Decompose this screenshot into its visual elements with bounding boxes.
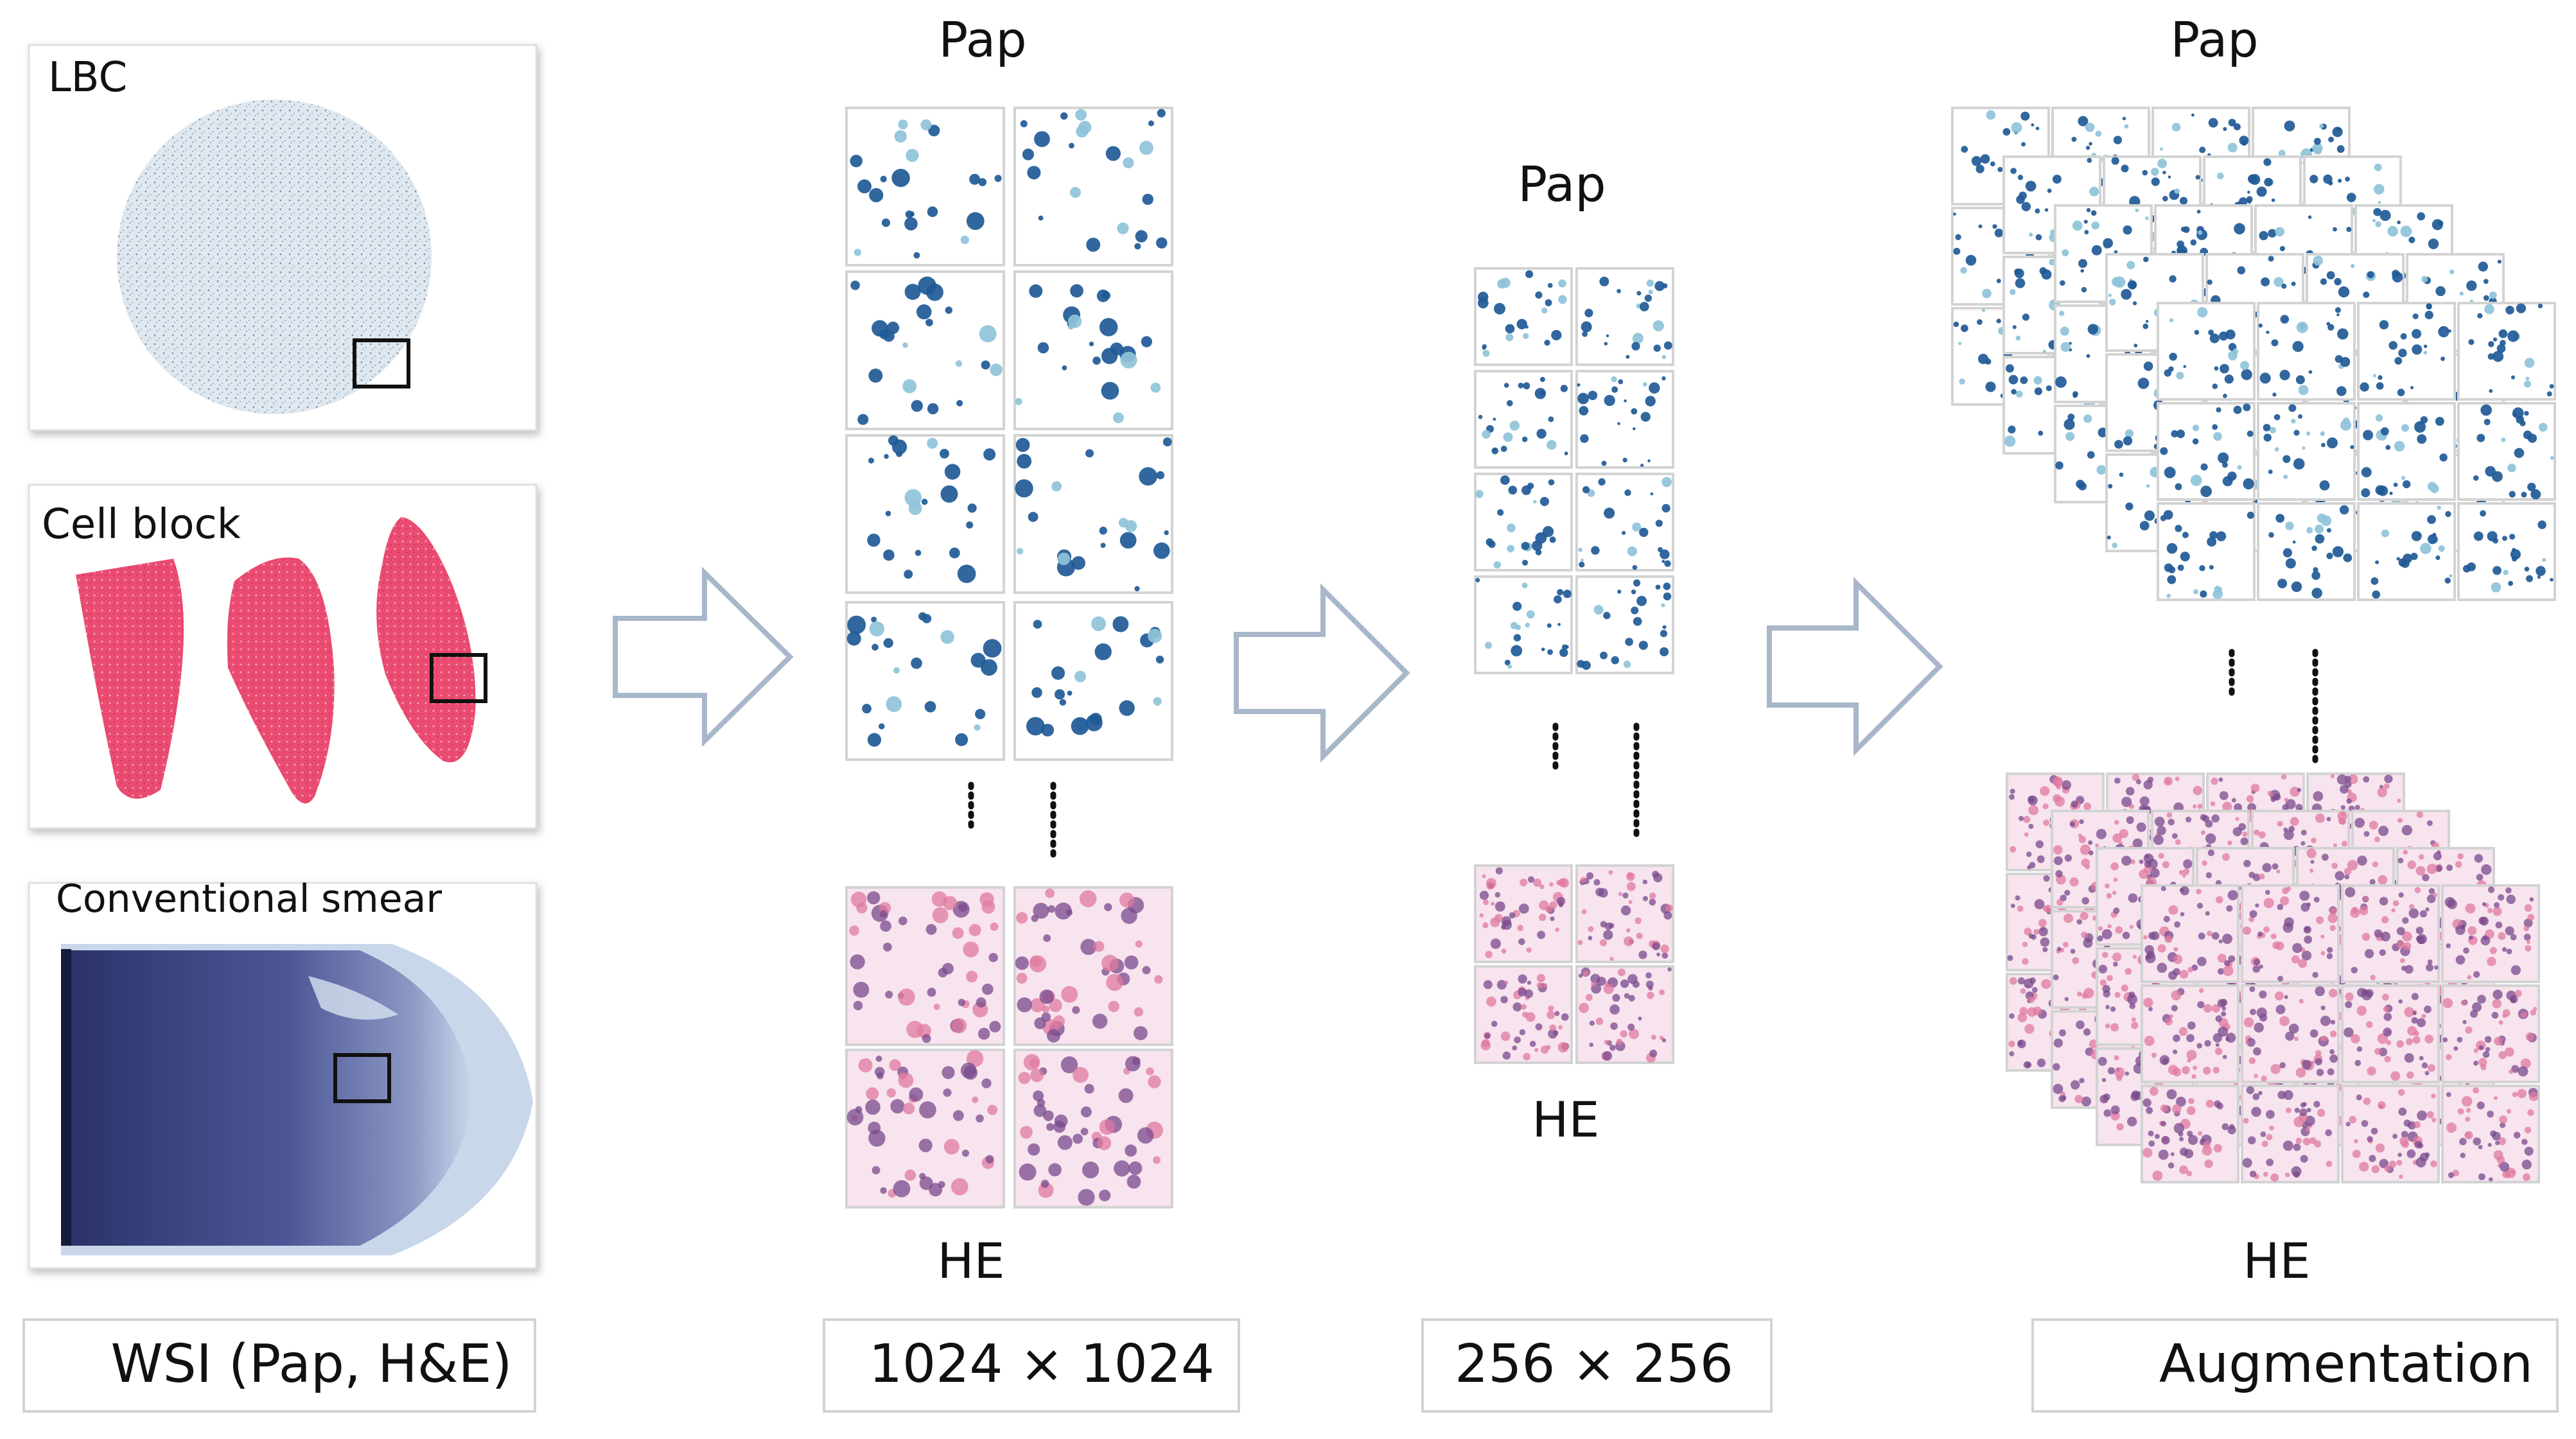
cell-block-label: Cell block [42, 501, 241, 548]
aug-he-tile-40 [2441, 884, 2540, 983]
he-tile-1024-3 [845, 1049, 1005, 1208]
caption-1024-text: 1024 × 1024 [869, 1334, 1214, 1395]
aug-he-tile-38 [2241, 884, 2340, 983]
augmentation-he-stack [2006, 772, 2540, 1183]
arrow-3 [1767, 577, 1943, 756]
wsi-smear-panel: Conventional smear [28, 876, 538, 1269]
caption-augmentation: Augmentation [2031, 1318, 2559, 1413]
tiles-256-stage [1474, 267, 1674, 1064]
pap-tile-1024-4 [1013, 270, 1173, 430]
stage-256-ellipsis [1552, 722, 1640, 838]
aug-pap-tile-53 [2157, 402, 2256, 501]
pap-tile-1024-6 [1013, 434, 1173, 594]
aug-pap-tile-59 [2357, 502, 2456, 601]
aug-pap-tile-51 [2357, 302, 2456, 401]
pap-tile-256-6 [1575, 473, 1674, 571]
he-tile-1024-4 [1013, 1049, 1173, 1208]
pap-tile-256-2 [1575, 267, 1674, 366]
he-tile-256-2 [1575, 864, 1674, 963]
wsi-cell-block-panel: Cell block [28, 484, 538, 830]
aug-pap-tile-55 [2357, 402, 2456, 501]
pap-tile-256-1 [1474, 267, 1573, 366]
aug-pap-tile-57 [2157, 502, 2256, 601]
he-tile-256-1 [1474, 864, 1573, 963]
pap-tile-256-8 [1575, 575, 1674, 674]
arrow-1 [613, 566, 794, 747]
lbc-specimen-circle [117, 100, 432, 414]
aug-he-tile-45 [2141, 1085, 2239, 1183]
aug-pap-tile-58 [2257, 502, 2356, 601]
tiles-1024-stage [845, 107, 1173, 1208]
he-tile-256-4 [1575, 965, 1674, 1064]
aug-he-tile-48 [2441, 1085, 2540, 1183]
aug-pap-tile-49 [2157, 302, 2256, 401]
pap-tile-1024-5 [845, 434, 1005, 594]
aug-pap-tile-50 [2257, 302, 2356, 401]
cell-block-section-2 [227, 557, 335, 804]
aug-he-tile-39 [2341, 884, 2440, 983]
lbc-label: LBC [48, 54, 127, 101]
pap-tile-256-4 [1575, 370, 1674, 469]
aug-he-tile-44 [2441, 984, 2540, 1083]
pap-tile-1024-2 [1013, 107, 1173, 266]
pap-tile-1024-3 [845, 270, 1005, 430]
stage-256-he-label: HE [1532, 1091, 1599, 1148]
stage-aug-ellipsis [2229, 649, 2318, 764]
arrow-1-shape [613, 566, 794, 747]
caption-256: 256 × 256 [1421, 1318, 1773, 1413]
pap-tile-256-5 [1474, 473, 1573, 571]
caption-wsi: WSI (Pap, H&E) [22, 1318, 536, 1413]
smear-light-patch [308, 976, 398, 1020]
aug-he-tile-42 [2241, 984, 2340, 1083]
pap-tile-1024-1 [845, 107, 1005, 266]
arrow-3-shape [1767, 577, 1943, 756]
pap-tile-1024-8 [1013, 601, 1173, 761]
aug-pap-tile-52 [2457, 302, 2556, 401]
pap-tile-256-7 [1474, 575, 1573, 674]
aug-he-tile-41 [2141, 984, 2239, 1083]
cell-block-roi-box [430, 653, 487, 703]
wsi-lbc-panel: LBC [28, 44, 538, 432]
stage-aug-pap-label: Pap [2170, 11, 2258, 68]
smear-slide-edge [61, 949, 71, 1246]
pap-tile-1024-7 [845, 601, 1005, 761]
cell-block-section-1 [76, 559, 184, 799]
aug-he-tile-37 [2141, 884, 2239, 983]
aug-he-tile-43 [2341, 984, 2440, 1083]
he-tile-1024-2 [1013, 886, 1173, 1046]
smear-label: smear [321, 876, 442, 921]
caption-wsi-text: WSI (Pap, H&E) [111, 1334, 513, 1395]
smear-specimen [61, 950, 472, 1246]
caption-256-text: 256 × 256 [1455, 1334, 1733, 1395]
stage-1024-he-label: HE [937, 1232, 1004, 1289]
aug-he-tile-47 [2341, 1085, 2440, 1183]
arrow-2-shape [1234, 583, 1410, 763]
caption-augmentation-text: Augmentation [2159, 1334, 2533, 1395]
aug-pap-tile-54 [2257, 402, 2356, 501]
lbc-roi-box [353, 338, 410, 388]
conventional-label: Conventional [56, 876, 310, 921]
he-tile-256-3 [1474, 965, 1573, 1064]
stage-256-pap-label: Pap [1518, 155, 1606, 213]
stage-1024-pap-label: Pap [938, 11, 1026, 68]
augmentation-pap-stack [1951, 107, 2556, 601]
stage-aug-he-label: HE [2243, 1232, 2310, 1289]
aug-pap-tile-60 [2457, 502, 2556, 601]
arrow-2 [1234, 583, 1410, 763]
smear-roi-box [333, 1053, 391, 1103]
aug-pap-tile-56 [2457, 402, 2556, 501]
he-tile-1024-1 [845, 886, 1005, 1046]
caption-1024: 1024 × 1024 [823, 1318, 1240, 1413]
pap-tile-256-3 [1474, 370, 1573, 469]
aug-he-tile-46 [2241, 1085, 2340, 1183]
stage-1024-ellipsis [968, 781, 1056, 864]
